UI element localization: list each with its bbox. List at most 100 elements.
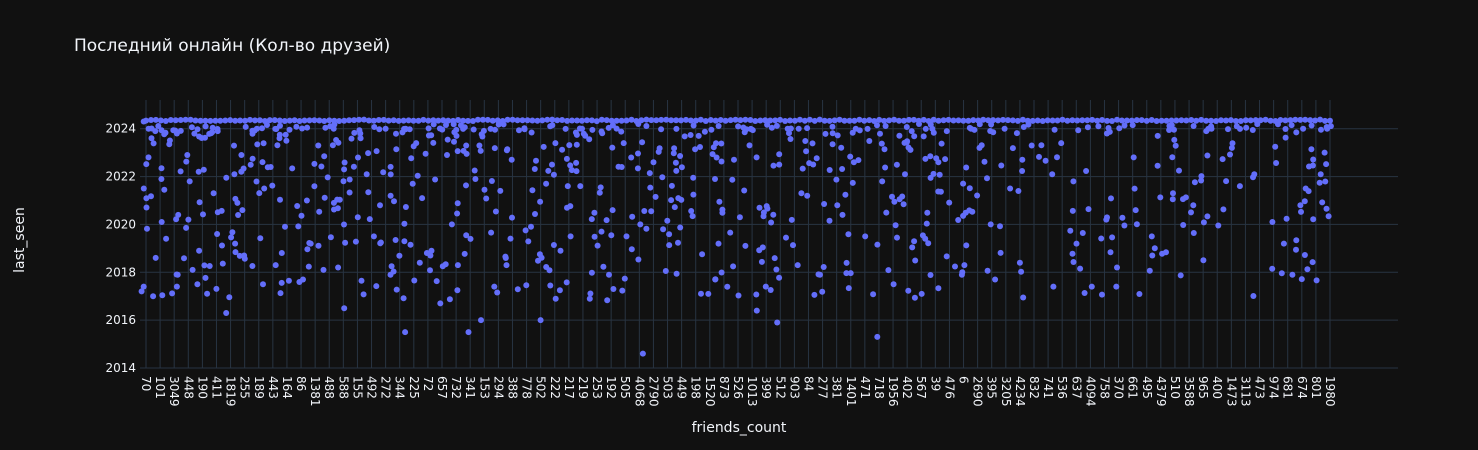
data-point: [877, 130, 883, 137]
data-point: [1119, 214, 1126, 221]
data-point: [158, 165, 165, 172]
data-point: [231, 171, 238, 178]
data-point: [460, 147, 467, 154]
x-tick-label: 526: [731, 376, 745, 399]
data-point: [492, 208, 499, 215]
data-point: [652, 193, 659, 200]
data-point: [962, 209, 969, 216]
data-point: [559, 117, 566, 123]
data-point: [911, 294, 918, 301]
data-point: [980, 116, 987, 123]
data-point: [488, 178, 495, 184]
x-tick-label: 732: [449, 376, 463, 399]
data-point: [1098, 235, 1105, 242]
x-tick-label: 344: [393, 376, 407, 399]
data-point: [1218, 117, 1224, 124]
data-point: [1178, 117, 1185, 124]
data-point: [1269, 219, 1276, 225]
data-point: [960, 180, 967, 187]
data-point: [247, 161, 254, 168]
data-point: [861, 117, 868, 124]
data-point: [340, 178, 347, 185]
x-tick-label: 495: [1140, 376, 1154, 399]
x-tick-label: 3113: [1238, 376, 1252, 407]
data-point: [959, 269, 966, 276]
data-point: [294, 203, 301, 209]
data-point: [549, 116, 556, 123]
data-point: [183, 158, 190, 165]
data-point: [1172, 142, 1179, 149]
data-point: [1009, 145, 1016, 152]
data-point: [820, 264, 827, 270]
data-point: [1129, 122, 1136, 129]
data-point: [556, 287, 563, 294]
data-point: [629, 213, 636, 220]
data-point: [811, 117, 818, 124]
data-point: [767, 287, 774, 293]
data-point: [143, 195, 150, 202]
data-point: [1324, 125, 1331, 132]
data-point: [790, 242, 796, 249]
data-point: [1327, 117, 1333, 124]
data-point: [315, 242, 322, 249]
data-point: [1158, 117, 1165, 124]
data-point: [272, 262, 279, 269]
x-tick-label: 510: [1168, 376, 1182, 399]
x-tick-label: 222: [548, 376, 562, 399]
x-tick-label: 567: [914, 376, 928, 399]
x-tick-label: 190: [195, 376, 209, 399]
data-point: [455, 117, 462, 123]
data-point: [1083, 168, 1090, 174]
data-point: [430, 139, 437, 146]
data-point: [430, 121, 437, 128]
data-point: [731, 156, 737, 163]
data-point: [474, 116, 481, 123]
data-point: [554, 117, 561, 124]
data-point: [269, 182, 276, 189]
data-point: [746, 142, 753, 149]
data-point: [1034, 117, 1041, 124]
x-tick-label: 873: [717, 376, 731, 399]
data-point: [856, 127, 863, 134]
data-point: [981, 158, 988, 165]
data-point: [987, 221, 994, 228]
data-point: [396, 252, 403, 259]
data-point: [242, 123, 249, 130]
data-point: [552, 295, 559, 302]
data-point: [1322, 117, 1328, 124]
data-point: [523, 282, 530, 289]
x-axis-title: friends_count: [692, 420, 787, 436]
data-point: [659, 174, 666, 181]
x-tick-label: 536: [1055, 376, 1069, 399]
data-point: [834, 202, 841, 209]
data-point: [549, 122, 556, 129]
x-tick-label: 411: [209, 376, 223, 399]
data-point: [891, 198, 898, 205]
data-point: [448, 221, 455, 228]
data-point: [327, 234, 334, 241]
data-point: [787, 136, 794, 142]
x-tick-label: 4094: [1083, 376, 1097, 407]
data-point: [1204, 152, 1211, 159]
data-point: [531, 166, 538, 172]
data-point: [528, 129, 535, 136]
data-point: [813, 155, 820, 162]
data-point: [1198, 177, 1205, 184]
data-point: [393, 146, 400, 153]
data-point: [968, 125, 974, 132]
data-point: [1319, 199, 1326, 206]
data-point: [200, 211, 206, 218]
data-point: [537, 317, 544, 324]
data-point: [646, 170, 653, 177]
data-point: [619, 287, 626, 294]
data-point: [702, 118, 709, 124]
data-point: [1163, 117, 1170, 124]
data-point: [677, 224, 684, 231]
data-point: [672, 159, 679, 166]
data-point: [905, 144, 912, 151]
data-point: [615, 163, 622, 170]
x-tick-label: 272: [379, 376, 393, 399]
data-point: [408, 155, 415, 162]
data-point: [815, 271, 822, 278]
data-point: [892, 222, 899, 229]
